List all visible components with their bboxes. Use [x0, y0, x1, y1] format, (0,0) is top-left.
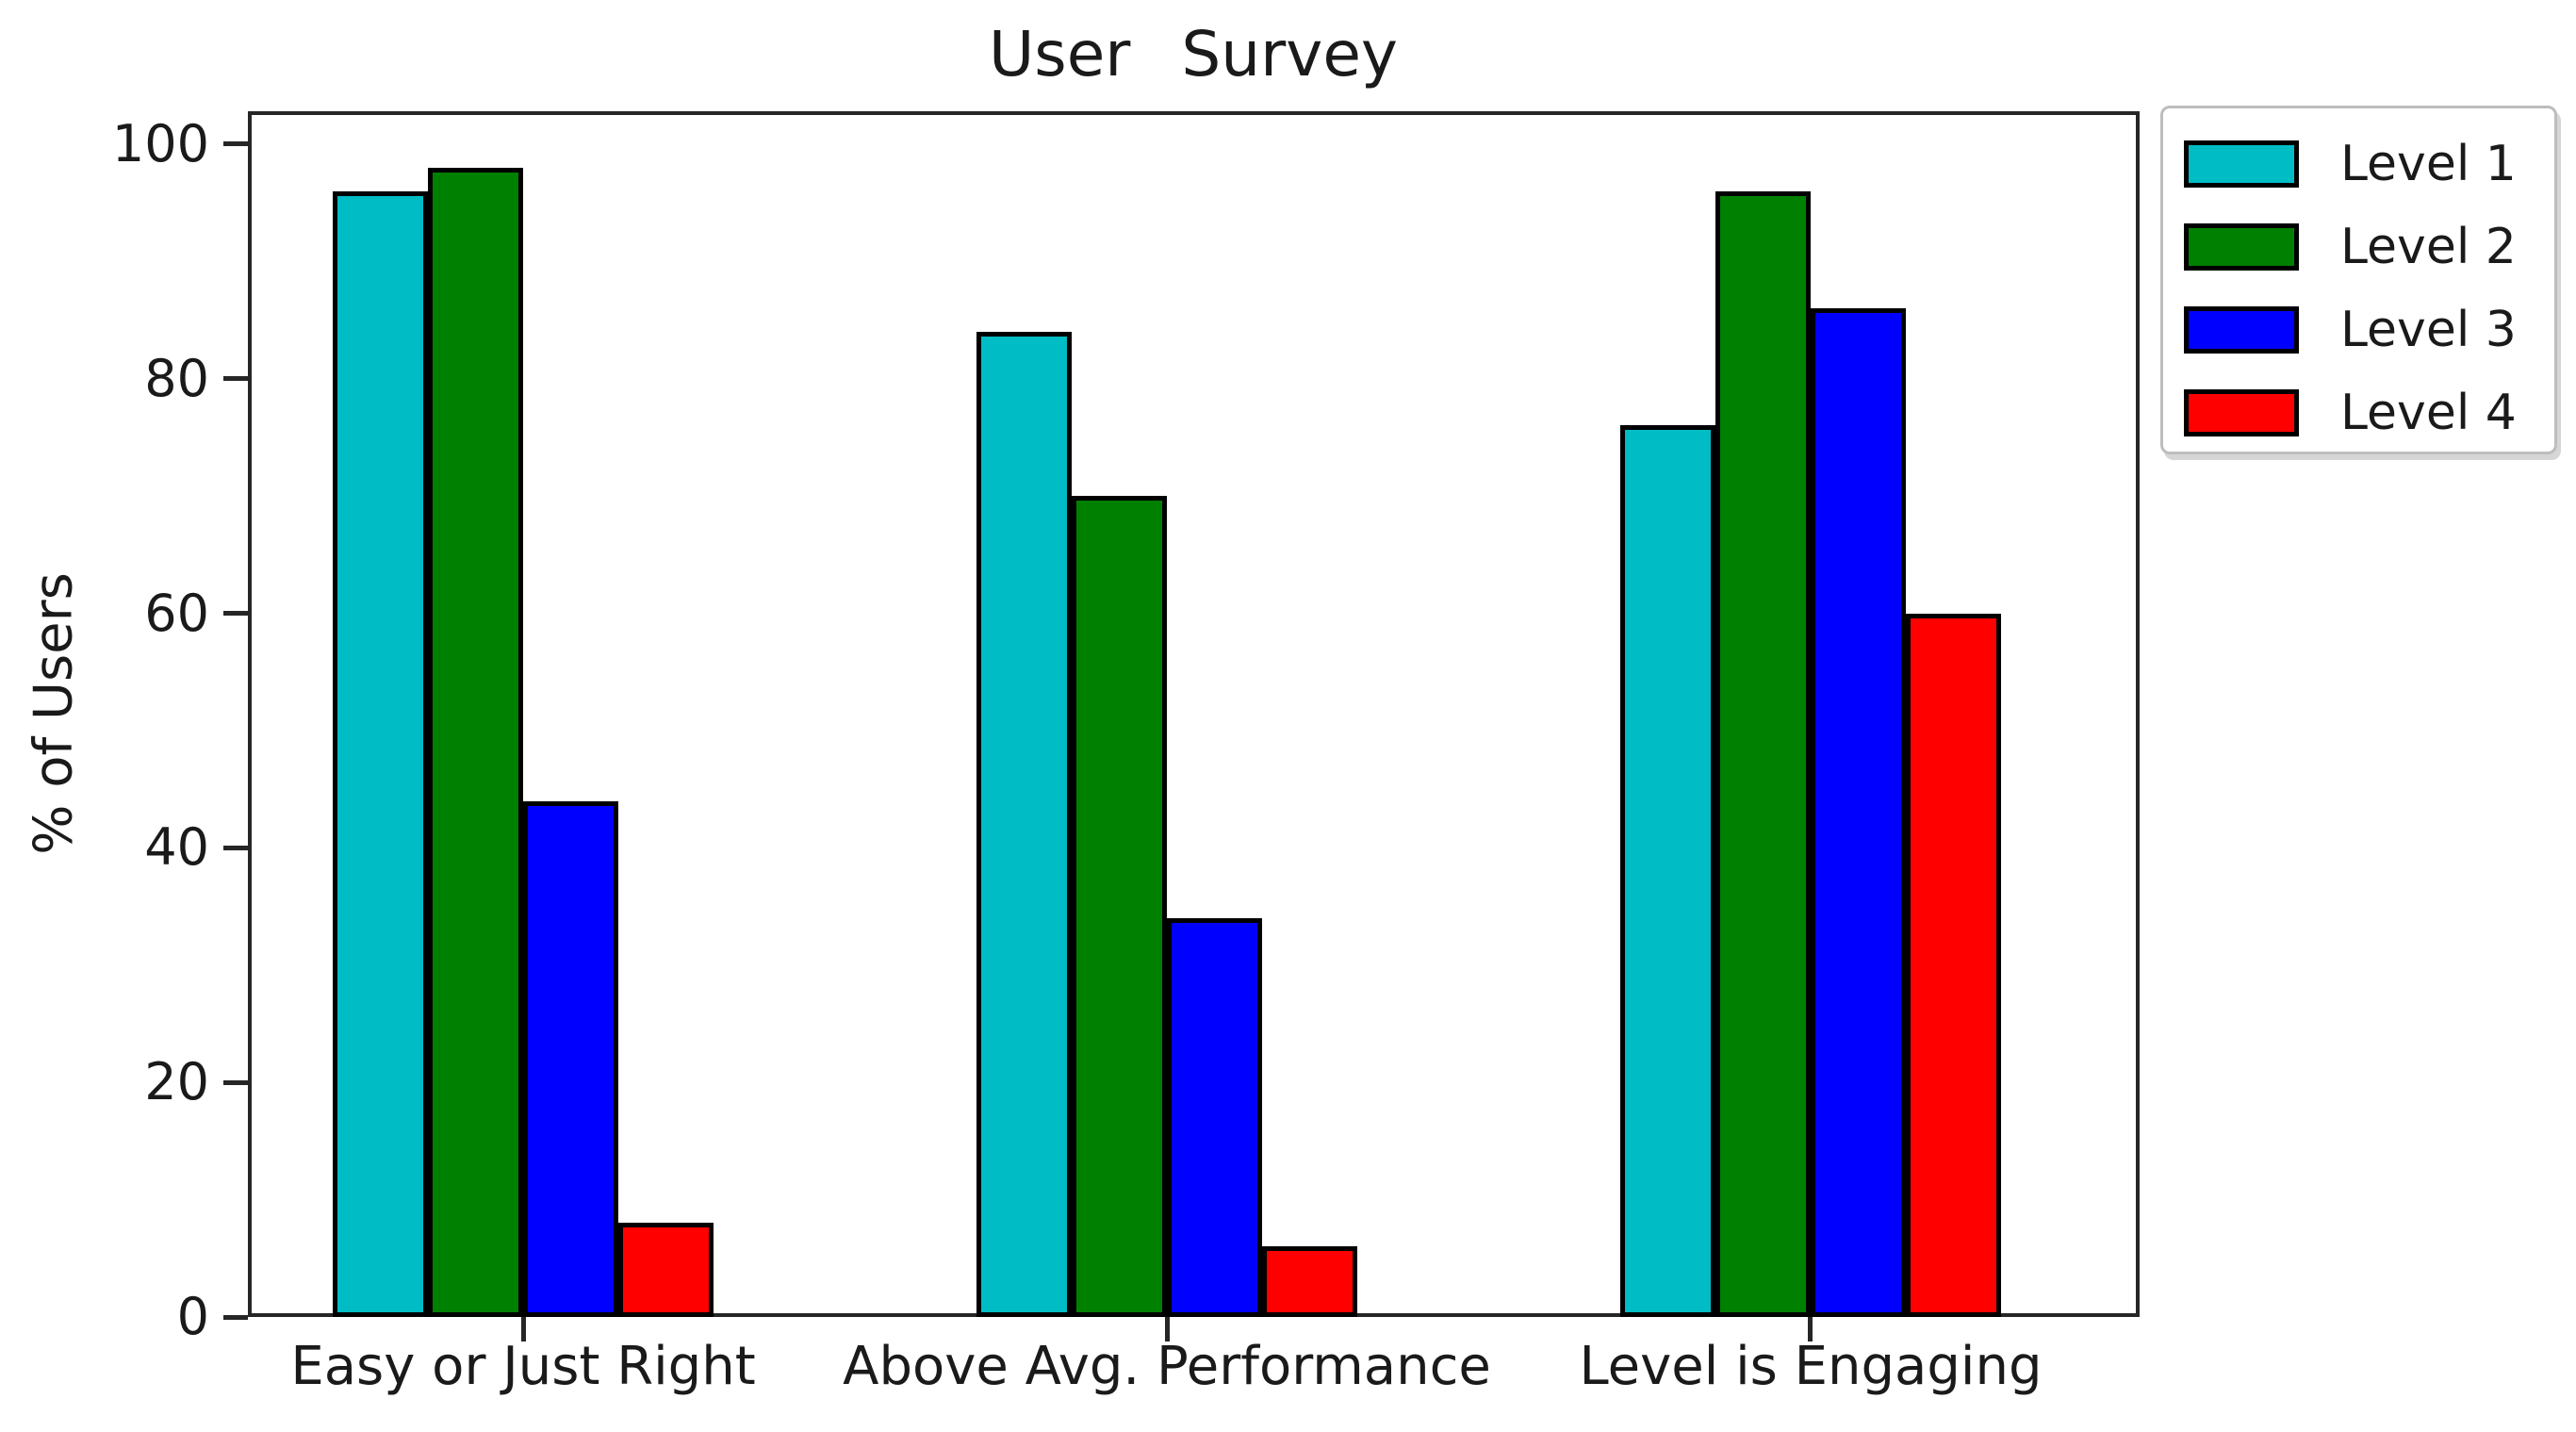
bar-level-4-above-avg-performance: [1262, 1246, 1357, 1317]
y-tick-100: [223, 141, 248, 147]
y-tick-label-40: 40: [144, 817, 209, 878]
y-tick-label-60: 60: [144, 583, 209, 643]
bar-level-3-easy-or-just-right: [523, 800, 619, 1317]
bar-level-4-easy-or-just-right: [618, 1223, 714, 1317]
bar-level-1-easy-or-just-right: [333, 190, 429, 1317]
legend-swatch-level-4: [2184, 389, 2299, 436]
x-tick-level-is-engaging: [1808, 1317, 1813, 1341]
y-tick-label-20: 20: [144, 1052, 209, 1112]
y-tick-60: [223, 611, 248, 616]
bar-level-1-above-avg-performance: [976, 331, 1072, 1317]
legend-label-level-1: Level 1: [2340, 136, 2517, 192]
bar-level-4-level-is-engaging: [1905, 613, 2001, 1317]
y-tick-label-100: 100: [111, 113, 209, 173]
x-tick-easy-or-just-right: [520, 1317, 526, 1341]
y-tick-80: [223, 376, 248, 382]
legend-item-level-3: Level 3: [2184, 301, 2554, 359]
legend-item-level-2: Level 2: [2184, 218, 2554, 276]
bar-level-1-level-is-engaging: [1619, 425, 1715, 1317]
legend-label-level-2: Level 2: [2340, 219, 2517, 275]
x-tick-label-easy-or-just-right: Easy or Just Right: [290, 1336, 756, 1397]
legend: Level 1 Level 2 Level 3 Level 4: [2160, 106, 2557, 454]
x-tick-label-above-avg-performance: Above Avg. Performance: [843, 1336, 1491, 1397]
legend-swatch-level-1: [2184, 140, 2299, 188]
y-tick-20: [223, 1079, 248, 1085]
bar-level-2-easy-or-just-right: [428, 167, 524, 1317]
bar-level-2-above-avg-performance: [1072, 496, 1167, 1317]
legend-item-level-4: Level 4: [2184, 384, 2554, 442]
legend-swatch-level-2: [2184, 223, 2299, 271]
bar-level-3-above-avg-performance: [1167, 917, 1262, 1317]
bar-level-3-level-is-engaging: [1810, 308, 1906, 1317]
bar-level-2-level-is-engaging: [1715, 190, 1811, 1317]
x-tick-above-avg-performance: [1164, 1317, 1170, 1341]
chart-title: User Survey: [989, 18, 1398, 91]
y-tick-40: [223, 845, 248, 850]
y-tick-0: [223, 1314, 248, 1320]
y-tick-label-0: 0: [176, 1287, 209, 1346]
legend-label-level-3: Level 3: [2340, 302, 2517, 358]
legend-swatch-level-3: [2184, 306, 2299, 354]
legend-label-level-4: Level 4: [2340, 385, 2517, 441]
x-tick-label-level-is-engaging: Level is Engaging: [1579, 1336, 2043, 1397]
legend-item-level-1: Level 1: [2184, 135, 2554, 193]
y-tick-label-80: 80: [144, 348, 209, 408]
